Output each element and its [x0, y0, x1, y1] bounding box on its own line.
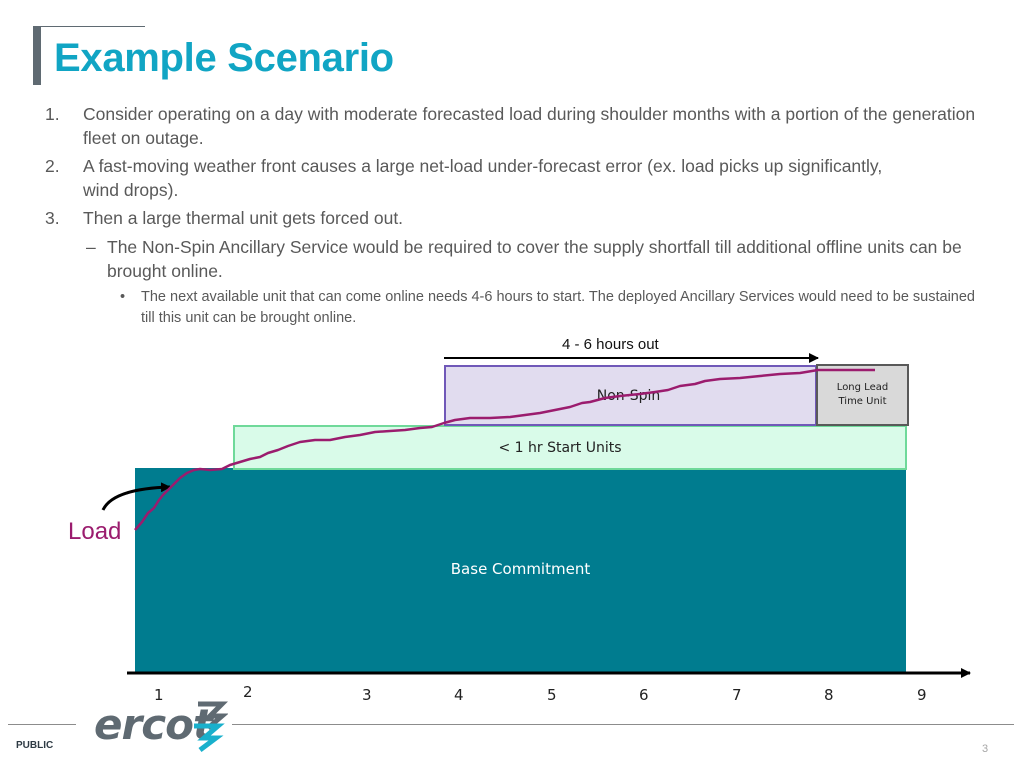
- list-number-2: 2.: [45, 156, 60, 176]
- start-units-label: < 1 hr Start Units: [498, 439, 622, 456]
- long-lead-block: Long Lead Time Unit: [816, 364, 909, 426]
- x-tick-8: 8: [824, 686, 834, 704]
- base-commitment-label: Base Commitment: [450, 559, 591, 578]
- footer-rule-left: [8, 724, 76, 725]
- sub-item: The Non-Spin Ancillary Service would be …: [107, 237, 962, 281]
- x-tick-2: 2: [243, 683, 253, 701]
- x-tick-3: 3: [362, 686, 372, 704]
- x-tick-1: 1: [154, 686, 164, 704]
- load-curve: [134, 368, 875, 531]
- base-commitment-block: Base Commitment: [135, 468, 906, 673]
- list-item-2: A fast-moving weather front causes a lar…: [83, 156, 883, 200]
- subsub-item: The next available unit that can come on…: [141, 289, 975, 326]
- sub-bullet: –: [86, 237, 96, 257]
- x-tick-5: 5: [547, 686, 557, 704]
- x-tick-9: 9: [917, 686, 927, 704]
- load-label: Load: [68, 518, 122, 545]
- list-item-3: Then a large thermal unit gets forced ou…: [83, 208, 404, 228]
- start-units-block: < 1 hr Start Units: [233, 425, 907, 470]
- long-lead-label: Long Lead Time Unit: [836, 382, 889, 407]
- list-item-1: Consider operating on a day with moderat…: [83, 104, 976, 148]
- list-number-1: 1.: [45, 104, 60, 124]
- page-number: 3: [982, 743, 989, 755]
- hours-out-label: 4 - 6 hours out: [562, 336, 659, 353]
- page-title: Example Scenario: [54, 36, 394, 80]
- x-tick-4: 4: [454, 686, 464, 704]
- ercot-logo-text: ercot: [94, 700, 213, 749]
- title-rule: [33, 26, 145, 27]
- ercot-logo-icon: [194, 701, 228, 752]
- subsub-bullet: •: [120, 289, 126, 305]
- x-tick-7: 7: [732, 686, 742, 704]
- x-tick-6: 6: [639, 686, 649, 704]
- title-accent-bar: [33, 27, 41, 85]
- footer-rule-right: [232, 724, 1014, 725]
- list-number-3: 3.: [45, 208, 60, 228]
- load-pointer-arrow: [101, 482, 171, 511]
- footer-public-label: PUBLIC: [16, 740, 54, 751]
